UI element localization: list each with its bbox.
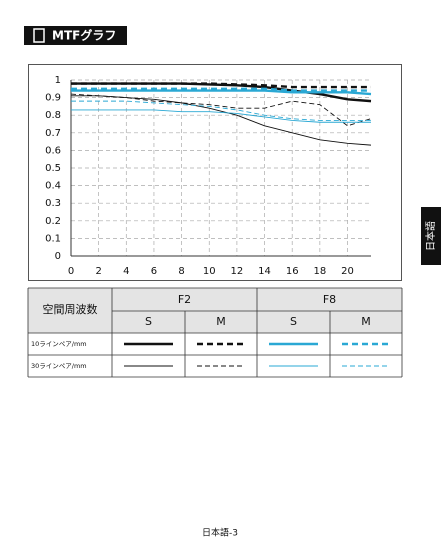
table-corner: 空間周波数 [43,302,98,316]
y-tick-label: 0.8 [45,110,61,121]
chart: 00.10.20.30.40.50.60.70.80.910 2 4 6 8 10 12 14… [45,75,372,277]
type-header: M [361,315,371,328]
table-header-bg [28,288,402,333]
y-tick-label: 0 [55,251,61,262]
y-tick-label: 0.4 [45,181,61,192]
series-line [71,87,371,92]
y-tick-label: 0.5 [45,163,61,174]
series-line [71,109,371,123]
title-icon [33,28,45,43]
type-header: S [290,315,297,328]
series-line [71,89,372,96]
table: 空間周波数 F2 F8 S M S M 10ラインペア/mm 30ラインペア/mm [27,287,403,378]
y-tick-label: 1 [55,75,61,86]
y-tick-label: 0.7 [45,128,61,139]
x-tick-label: 6 [151,266,157,277]
x-tick-label: 4 [123,266,129,277]
title-bar [24,26,127,45]
footer: 日本語-3 [202,527,238,539]
aperture-header: F8 [323,293,336,306]
y-tick-label: 0.1 [45,233,61,244]
series-line [70,93,372,127]
x-tick-label: 10 [203,266,216,277]
title: MTFグラフ [52,28,116,43]
side-tab-label: 日本語 [424,221,437,251]
x-tick-label: 18 [313,266,326,277]
x-tick-label: 20 [341,266,354,277]
x-tick-label: 12 [231,266,244,277]
row-label: 30ラインペア/mm [31,362,87,370]
x-tick-label: 14 [258,266,271,277]
x-tick-label: 2 [95,266,101,277]
chart-frame [28,64,402,281]
y-tick-label: 0.6 [45,145,61,156]
type-header: M [216,315,226,328]
x-tick-label: 16 [286,266,299,277]
series-line [71,82,371,89]
x-tick-label: 8 [178,266,184,277]
y-tick-label: 0.9 [45,93,61,104]
y-tick-label: 0.2 [45,216,61,227]
side-tab [421,207,441,265]
x-tick-label: 0 [68,266,74,277]
y-tick-label: 0.3 [45,198,61,209]
series-line [71,100,371,121]
type-header: S [145,315,152,328]
aperture-header: F2 [178,293,191,306]
row-label: 10ラインペア/mm [31,340,87,348]
